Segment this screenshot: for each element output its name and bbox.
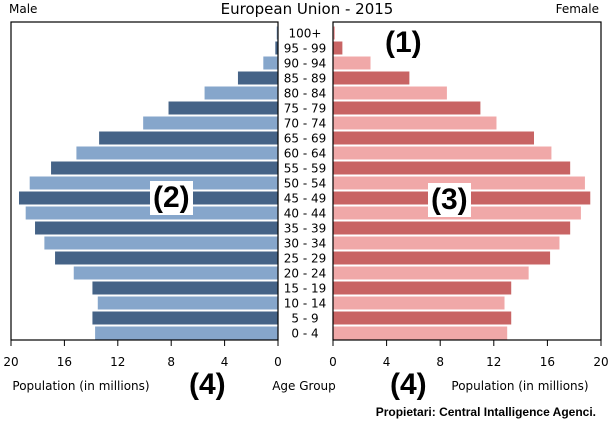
x-tick-label-left: 12: [110, 355, 125, 369]
male-bar: [204, 86, 278, 100]
male-bar: [237, 71, 278, 85]
x-axis-label-center: Age Group: [272, 379, 336, 393]
female-bar: [333, 281, 512, 295]
female-bar: [333, 311, 512, 325]
female-bar: [333, 71, 410, 85]
age-group-label: 85 - 89: [284, 72, 327, 86]
age-group-label: 5 - 9: [291, 312, 318, 326]
male-bar: [92, 311, 278, 325]
female-bar: [333, 86, 447, 100]
age-group-label: 95 - 99: [284, 42, 327, 56]
x-tick-label-right: 0: [329, 355, 337, 369]
female-bar: [333, 116, 497, 130]
x-tick-label-right: 16: [540, 355, 555, 369]
female-bar: [333, 56, 371, 70]
age-group-label: 75 - 79: [284, 102, 327, 116]
male-legend-label: Male: [9, 2, 37, 16]
x-axis-label-right: Population (in millions): [451, 379, 588, 393]
female-bar: [333, 221, 571, 235]
female-bar: [333, 251, 551, 265]
male-bar: [35, 221, 278, 235]
age-group-label: 30 - 34: [284, 237, 327, 251]
age-group-label: 100+: [289, 27, 322, 41]
female-bar: [333, 236, 560, 250]
age-group-label: 40 - 44: [284, 207, 327, 221]
x-tick-label-right: 8: [436, 355, 444, 369]
female-bar: [333, 131, 534, 145]
male-bar: [44, 236, 278, 250]
x-tick-label-right: 20: [593, 355, 608, 369]
age-group-label: 90 - 94: [284, 57, 327, 71]
male-bar: [275, 41, 278, 55]
age-group-label: 45 - 49: [284, 192, 327, 206]
male-bar: [76, 146, 278, 160]
age-group-label: 70 - 74: [284, 117, 327, 131]
age-group-label: 10 - 14: [284, 297, 327, 311]
age-group-label: 55 - 59: [284, 162, 327, 176]
male-bar: [51, 161, 278, 175]
age-group-label: 0 - 4: [291, 327, 318, 341]
x-tick-label-left: 4: [221, 355, 229, 369]
male-plot-frame: [10, 21, 279, 341]
x-tick-label-left: 16: [57, 355, 72, 369]
female-bar: [333, 101, 481, 115]
female-bar: [333, 326, 508, 340]
male-bar: [143, 116, 278, 130]
annotation-3: (3): [428, 183, 471, 217]
male-bar: [168, 101, 278, 115]
annotation-1: (1): [382, 26, 425, 60]
female-bar: [333, 41, 343, 55]
age-group-label: 20 - 24: [284, 267, 327, 281]
male-bar: [276, 26, 278, 40]
age-group-label: 60 - 64: [284, 147, 327, 161]
female-bar: [333, 146, 552, 160]
male-bar: [263, 56, 278, 70]
x-tick-label-right: 12: [486, 355, 501, 369]
chart-title: European Union - 2015: [221, 0, 394, 18]
age-group-label: 80 - 84: [284, 87, 327, 101]
x-tick-label-left: 20: [3, 355, 18, 369]
age-group-label: 15 - 19: [284, 282, 327, 296]
annotation-4-left: (4): [189, 368, 226, 401]
age-group-label: 35 - 39: [284, 222, 327, 236]
male-bar: [55, 251, 279, 265]
x-axis-label-left: Population (in millions): [12, 379, 149, 393]
male-bar: [99, 131, 278, 145]
female-legend-label: Female: [556, 2, 599, 16]
source-credit: Propietari: Central Intalligence Agenci.: [375, 405, 596, 419]
female-bar: [333, 26, 336, 40]
age-group-label: 50 - 54: [284, 177, 327, 191]
female-plot-frame: [332, 21, 602, 341]
male-bar: [73, 266, 279, 280]
age-group-label: 65 - 69: [284, 132, 327, 146]
x-tick-label-left: 0: [274, 355, 282, 369]
male-bar: [92, 281, 278, 295]
x-tick-label-left: 8: [167, 355, 175, 369]
female-bar: [333, 266, 529, 280]
annotation-4-right: (4): [390, 368, 427, 401]
male-bar: [19, 191, 278, 205]
female-bar: [333, 296, 505, 310]
male-bar: [95, 326, 278, 340]
age-group-label: 25 - 29: [284, 252, 327, 266]
annotation-2: (2): [150, 181, 193, 215]
x-tick-label-right: 4: [383, 355, 391, 369]
female-bar: [333, 161, 571, 175]
male-bar: [97, 296, 279, 310]
